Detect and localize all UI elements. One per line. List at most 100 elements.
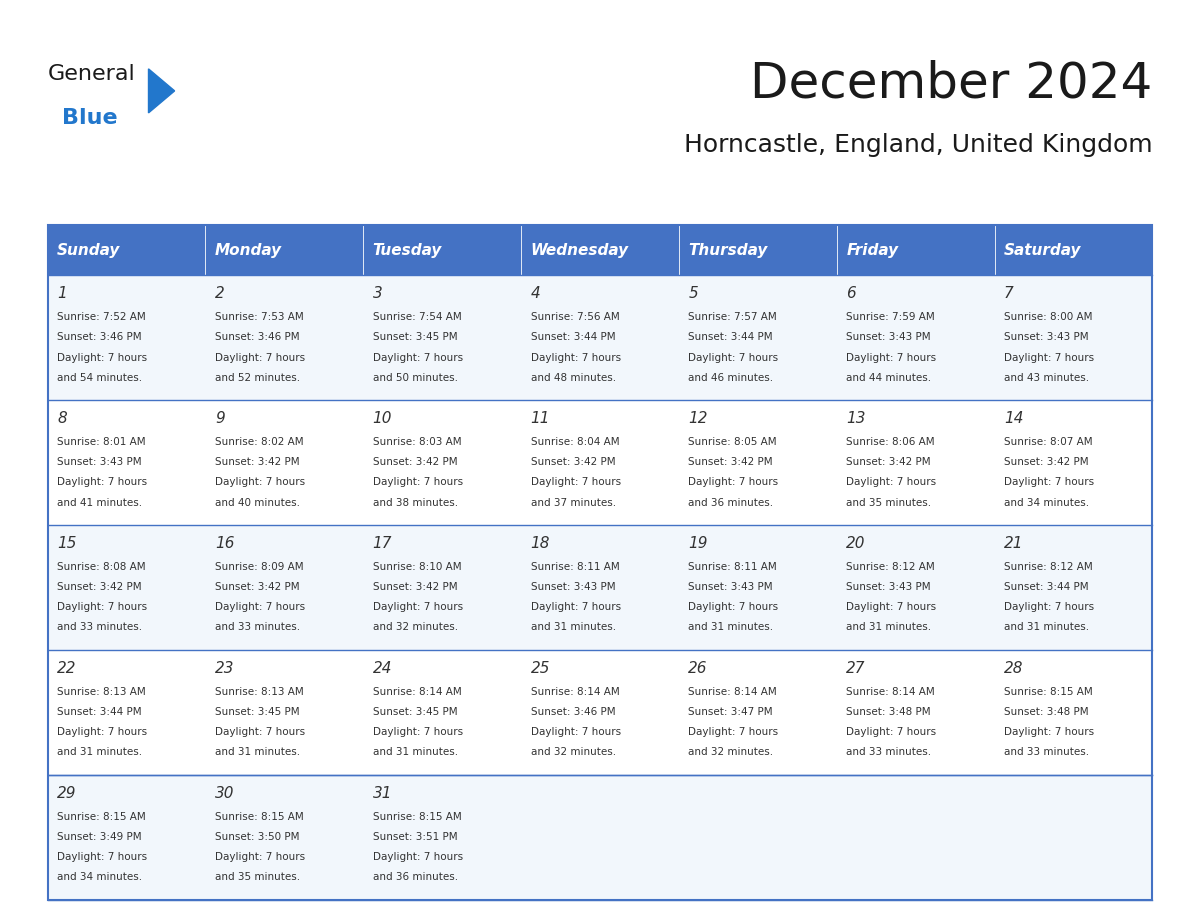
Text: Sunrise: 7:56 AM: Sunrise: 7:56 AM [531,312,619,322]
Text: Sunrise: 8:15 AM: Sunrise: 8:15 AM [1004,687,1093,697]
Text: Sunset: 3:43 PM: Sunset: 3:43 PM [846,332,931,342]
Text: Sunrise: 7:52 AM: Sunrise: 7:52 AM [57,312,146,322]
Text: and 31 minutes.: and 31 minutes. [846,622,931,633]
Text: Daylight: 7 hours: Daylight: 7 hours [688,353,778,363]
Text: and 32 minutes.: and 32 minutes. [531,747,615,757]
Text: and 33 minutes.: and 33 minutes. [1004,747,1089,757]
Text: 23: 23 [215,661,234,676]
Text: 1: 1 [57,286,67,301]
Text: Daylight: 7 hours: Daylight: 7 hours [215,602,305,612]
Text: Sunset: 3:46 PM: Sunset: 3:46 PM [57,332,141,342]
Text: Sunset: 3:42 PM: Sunset: 3:42 PM [688,457,773,467]
Text: Sunset: 3:43 PM: Sunset: 3:43 PM [57,457,141,467]
Text: 31: 31 [373,786,392,800]
Text: and 41 minutes.: and 41 minutes. [57,498,143,508]
Text: 21: 21 [1004,536,1024,551]
Text: Sunrise: 8:14 AM: Sunrise: 8:14 AM [688,687,777,697]
Text: and 33 minutes.: and 33 minutes. [846,747,931,757]
Text: Sunrise: 8:10 AM: Sunrise: 8:10 AM [373,562,461,572]
Text: Sunset: 3:45 PM: Sunset: 3:45 PM [215,707,299,717]
Text: Daylight: 7 hours: Daylight: 7 hours [215,353,305,363]
FancyBboxPatch shape [48,650,1152,775]
Text: Daylight: 7 hours: Daylight: 7 hours [215,727,305,737]
FancyBboxPatch shape [994,225,1152,275]
Text: Sunset: 3:46 PM: Sunset: 3:46 PM [215,332,299,342]
Text: Sunrise: 8:12 AM: Sunrise: 8:12 AM [1004,562,1093,572]
Text: Sunset: 3:51 PM: Sunset: 3:51 PM [373,832,457,842]
Text: and 35 minutes.: and 35 minutes. [215,872,301,882]
Text: Saturday: Saturday [1004,242,1081,258]
Text: Sunset: 3:44 PM: Sunset: 3:44 PM [1004,582,1088,592]
Text: Sunset: 3:42 PM: Sunset: 3:42 PM [373,457,457,467]
Text: 5: 5 [688,286,699,301]
Text: Sunset: 3:42 PM: Sunset: 3:42 PM [57,582,141,592]
Text: and 38 minutes.: and 38 minutes. [373,498,457,508]
Text: Daylight: 7 hours: Daylight: 7 hours [1004,477,1094,487]
Text: Sunrise: 7:59 AM: Sunrise: 7:59 AM [846,312,935,322]
Text: 7: 7 [1004,286,1013,301]
Text: 10: 10 [373,411,392,426]
Text: and 37 minutes.: and 37 minutes. [531,498,615,508]
Text: Sunset: 3:43 PM: Sunset: 3:43 PM [1004,332,1088,342]
Text: Sunset: 3:48 PM: Sunset: 3:48 PM [846,707,931,717]
Text: and 31 minutes.: and 31 minutes. [531,622,615,633]
Text: Sunset: 3:44 PM: Sunset: 3:44 PM [57,707,141,717]
Text: Sunrise: 8:07 AM: Sunrise: 8:07 AM [1004,437,1093,447]
Text: Daylight: 7 hours: Daylight: 7 hours [688,602,778,612]
Text: Sunrise: 8:11 AM: Sunrise: 8:11 AM [531,562,619,572]
Text: 12: 12 [688,411,708,426]
Text: and 32 minutes.: and 32 minutes. [688,747,773,757]
Text: Daylight: 7 hours: Daylight: 7 hours [373,852,463,862]
Text: and 34 minutes.: and 34 minutes. [57,872,143,882]
Text: Daylight: 7 hours: Daylight: 7 hours [57,353,147,363]
Text: 16: 16 [215,536,234,551]
Text: Thursday: Thursday [688,242,767,258]
Text: Sunrise: 8:01 AM: Sunrise: 8:01 AM [57,437,146,447]
FancyBboxPatch shape [48,525,1152,650]
Text: Daylight: 7 hours: Daylight: 7 hours [531,727,620,737]
Text: Friday: Friday [846,242,898,258]
Text: Daylight: 7 hours: Daylight: 7 hours [846,353,936,363]
FancyBboxPatch shape [364,225,522,275]
Text: 28: 28 [1004,661,1024,676]
Text: Sunrise: 8:03 AM: Sunrise: 8:03 AM [373,437,461,447]
Text: Sunset: 3:42 PM: Sunset: 3:42 PM [215,582,299,592]
Text: General: General [48,64,135,84]
Text: and 36 minutes.: and 36 minutes. [373,872,457,882]
Text: 17: 17 [373,536,392,551]
FancyBboxPatch shape [206,225,364,275]
Text: Daylight: 7 hours: Daylight: 7 hours [1004,353,1094,363]
Text: and 31 minutes.: and 31 minutes. [1004,622,1089,633]
Text: Sunday: Sunday [57,242,120,258]
Text: 26: 26 [688,661,708,676]
FancyBboxPatch shape [836,225,994,275]
Text: Sunrise: 8:09 AM: Sunrise: 8:09 AM [215,562,303,572]
Text: Sunrise: 7:57 AM: Sunrise: 7:57 AM [688,312,777,322]
Text: and 44 minutes.: and 44 minutes. [846,373,931,383]
Text: Sunrise: 8:14 AM: Sunrise: 8:14 AM [373,687,461,697]
Text: and 46 minutes.: and 46 minutes. [688,373,773,383]
Text: 6: 6 [846,286,855,301]
Text: Daylight: 7 hours: Daylight: 7 hours [57,852,147,862]
Text: Tuesday: Tuesday [373,242,442,258]
Text: Horncastle, England, United Kingdom: Horncastle, England, United Kingdom [684,133,1152,157]
Text: and 48 minutes.: and 48 minutes. [531,373,615,383]
Text: Daylight: 7 hours: Daylight: 7 hours [215,852,305,862]
Text: Sunset: 3:45 PM: Sunset: 3:45 PM [373,707,457,717]
Text: Sunrise: 7:54 AM: Sunrise: 7:54 AM [373,312,461,322]
Text: 11: 11 [531,411,550,426]
Text: Daylight: 7 hours: Daylight: 7 hours [531,353,620,363]
FancyBboxPatch shape [48,225,206,275]
Text: Sunrise: 8:04 AM: Sunrise: 8:04 AM [531,437,619,447]
Text: Daylight: 7 hours: Daylight: 7 hours [57,602,147,612]
Text: 15: 15 [57,536,76,551]
Text: 30: 30 [215,786,234,800]
Text: December 2024: December 2024 [750,60,1152,107]
Text: Sunset: 3:42 PM: Sunset: 3:42 PM [531,457,615,467]
Text: Sunset: 3:44 PM: Sunset: 3:44 PM [531,332,615,342]
Text: Sunset: 3:43 PM: Sunset: 3:43 PM [846,582,931,592]
Text: Daylight: 7 hours: Daylight: 7 hours [1004,727,1094,737]
Text: 19: 19 [688,536,708,551]
Text: Sunrise: 7:53 AM: Sunrise: 7:53 AM [215,312,304,322]
Text: Daylight: 7 hours: Daylight: 7 hours [215,477,305,487]
